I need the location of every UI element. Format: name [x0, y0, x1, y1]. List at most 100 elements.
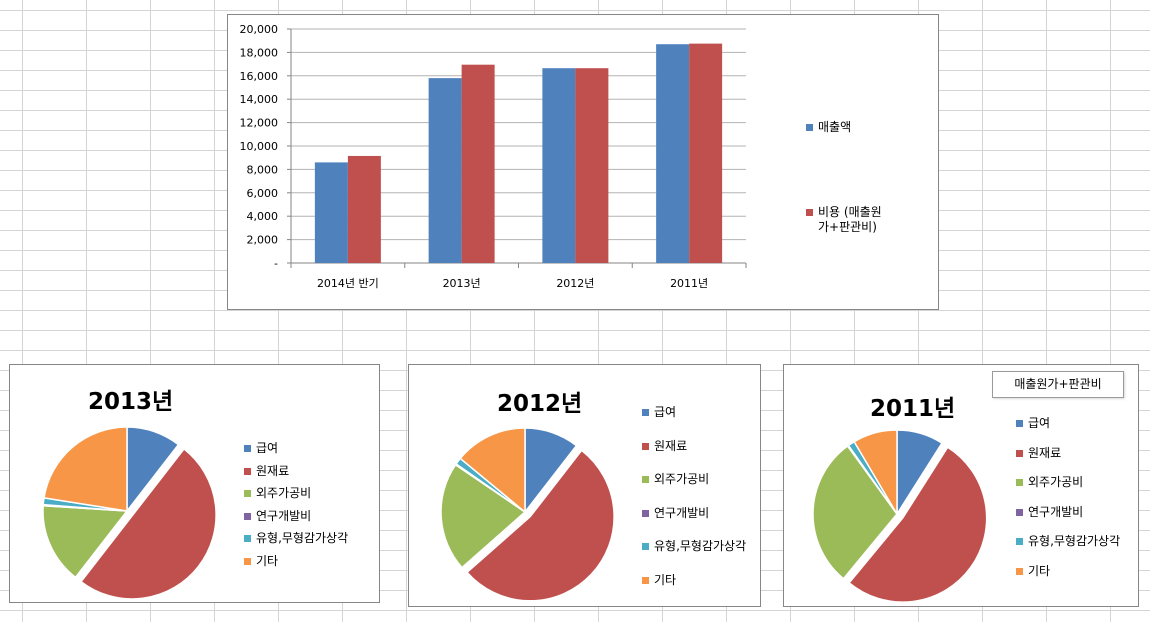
pie-legend-item: 연구개발비: [642, 506, 760, 521]
y-tick-label: 4,000: [247, 210, 279, 223]
pie-slice-5: [853, 429, 898, 517]
legend-swatch: [1016, 508, 1023, 516]
y-tick-label: 14,000: [240, 93, 279, 106]
pie-legend-item: 유형,무형감가상각: [244, 531, 379, 546]
pie-slice-1: [848, 446, 988, 603]
bar-revenue: [314, 162, 348, 263]
pie-legend-item: 외주가공비: [244, 486, 379, 501]
y-tick-label: 10,000: [240, 140, 279, 153]
legend-swatch: [1016, 479, 1023, 486]
legend-label: 원재료: [1028, 445, 1062, 460]
legend-label: 기타: [1028, 563, 1051, 578]
pie-chart-2013: [42, 426, 217, 600]
pie-legend-item: 유형,무형감가상각: [1016, 534, 1138, 549]
pie-legend-item: 기타: [642, 573, 760, 588]
y-tick-label: 20,000: [240, 23, 279, 36]
pie-chart-2012: [440, 427, 615, 602]
pie-legend-item: 기타: [1016, 564, 1138, 579]
legend-swatch: [642, 476, 649, 483]
legend-swatch: [244, 535, 251, 542]
pie-legend-item: 연구개발비: [244, 509, 379, 524]
legend-label: 외주가공비: [256, 486, 312, 500]
legend-swatch: [642, 543, 649, 550]
y-tick-label: 18,000: [240, 46, 279, 59]
pie-slice-5: [459, 427, 526, 514]
legend-label: 기타: [654, 572, 677, 587]
pie-legend-item: 유형,무형감가상각: [642, 539, 760, 554]
legend-item-revenue: 매출액: [806, 120, 936, 135]
legend-swatch: [806, 209, 813, 216]
y-tick-label: 6,000: [247, 187, 279, 200]
legend-swatch: [244, 512, 251, 520]
legend-swatch: [806, 124, 813, 131]
legend-swatch: [244, 445, 251, 452]
bar-revenue: [656, 44, 690, 264]
pie-legend-item: 원재료: [642, 439, 760, 454]
bar-cost: [575, 68, 609, 263]
legend-swatch: [1016, 538, 1023, 545]
legend-label: 비용 (매출원가+판관비): [818, 205, 882, 234]
pie-slice-1: [466, 449, 615, 602]
bar-chart: - 2,000 4,000 6,000 8,000 10,000 12,000 14,000 1…: [240, 23, 747, 290]
pie-legend-item: 원재료: [1016, 446, 1138, 461]
bar-cost: [461, 64, 495, 263]
bar-chart-panel[interactable]: - 2,000 4,000 6,000 8,000 10,000 12,000 14,000 1…: [227, 14, 939, 310]
bar-cost: [347, 155, 381, 263]
bar-revenue: [542, 68, 576, 263]
legend-swatch: [642, 576, 649, 584]
legend-swatch: [244, 467, 251, 475]
pie-slice-2: [812, 444, 898, 580]
legend-label: 연구개발비: [1028, 504, 1084, 519]
pie-title-2012: 2012년: [497, 391, 583, 417]
legend-swatch: [1016, 567, 1023, 575]
pie-legend-item: 외주가공비: [1016, 475, 1138, 490]
legend-label: 급여: [256, 441, 279, 455]
pie-slice-2: [42, 504, 129, 579]
pie-slice-5: [43, 426, 128, 512]
legend-swatch: [244, 490, 251, 497]
legend-swatch: [1016, 449, 1023, 457]
pie-chart-2011-panel[interactable]: 2011년 매출원가+판관비 급여 원재료 외주가공비 연구개발비 유형,무형감가상각 기…: [783, 364, 1139, 607]
y-tick-label: 12,000: [240, 117, 279, 130]
legend-label: 급여: [654, 405, 677, 419]
legend-label: 연구개발비: [654, 505, 710, 520]
pie-legend-item: 기타: [244, 554, 379, 569]
pie-slice-1: [79, 447, 217, 600]
legend-swatch: [642, 509, 649, 517]
legend-swatch: [1016, 420, 1023, 427]
legend-label: 외주가공비: [1028, 475, 1084, 489]
x-tick-label: 2013년: [443, 277, 481, 290]
pie-legend-item: 외주가공비: [642, 472, 760, 487]
legend-swatch: [642, 442, 649, 450]
x-tick-label: 2012년: [556, 277, 594, 290]
y-tick-label: -: [274, 257, 278, 270]
legend-label: 기타: [256, 553, 279, 568]
pie-legend-item: 급여: [642, 405, 760, 420]
legend-label: 연구개발비: [256, 508, 312, 523]
x-tick-label: 2011년: [670, 277, 708, 290]
bar-cost: [689, 43, 723, 263]
pie-legend-item: 원재료: [244, 464, 379, 479]
legend-label: 원재료: [256, 463, 290, 478]
legend-label: 유형,무형감가상각: [1028, 534, 1121, 548]
legend-swatch: [642, 409, 649, 416]
pie-legend-item: 급여: [1016, 416, 1138, 431]
y-tick-label: 16,000: [240, 70, 279, 83]
pie-chart-2011: [812, 429, 988, 603]
legend-label: 매출액: [818, 120, 852, 134]
legend-item-cost: 비용 (매출원가+판관비): [806, 205, 884, 235]
legend-label: 외주가공비: [654, 472, 710, 486]
bar-revenue: [428, 78, 462, 263]
pie-slice-2: [440, 463, 527, 569]
legend-label: 유형,무형감가상각: [654, 539, 747, 553]
legend-label: 원재료: [654, 438, 688, 453]
pie-legend-item: 연구개발비: [1016, 505, 1138, 520]
y-tick-label: 8,000: [247, 163, 279, 176]
y-tick-label: 2,000: [247, 234, 279, 247]
pie-title-2013: 2013년: [88, 389, 174, 415]
